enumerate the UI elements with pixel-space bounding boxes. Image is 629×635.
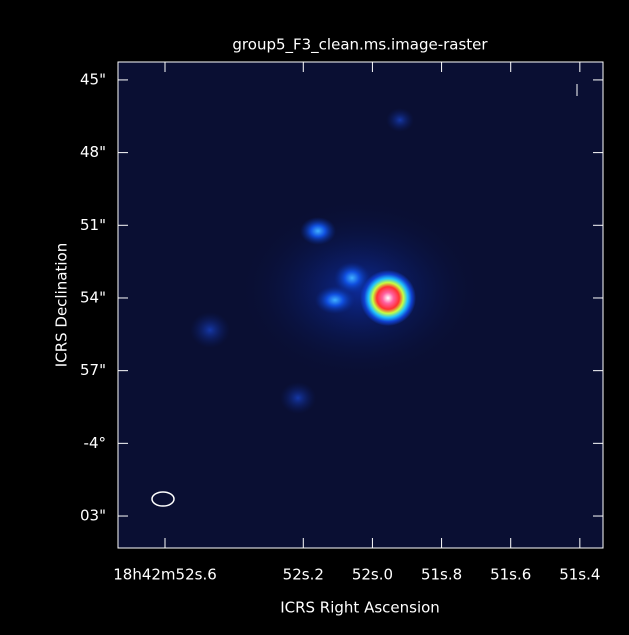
y-tick-label: -4° (84, 434, 106, 452)
viewer: group5_F3_clean.ms.image-raster ICRS Rig… (0, 0, 629, 635)
y-tick-label: 57" (80, 361, 106, 379)
x-tick-label: 52s.2 (283, 566, 324, 584)
x-tick-label: 51s.8 (421, 566, 462, 584)
x-tick-label: 52s.0 (352, 566, 393, 584)
x-axis-label: ICRS Right Ascension (280, 599, 440, 617)
y-tick-label: 03" (80, 507, 106, 525)
x-tick-label: 51s.4 (559, 566, 600, 584)
x-tick-label: 51s.6 (490, 566, 531, 584)
y-tick-label: 51" (80, 216, 106, 234)
x-tick-label: 18h42m52s.6 (113, 566, 217, 584)
y-axis-label: ICRS Declination (53, 243, 71, 367)
y-tick-label: 45" (80, 70, 106, 88)
y-tick-label: 54" (80, 288, 106, 306)
y-tick-label: 48" (80, 143, 106, 161)
chart-title: group5_F3_clean.ms.image-raster (232, 36, 488, 55)
